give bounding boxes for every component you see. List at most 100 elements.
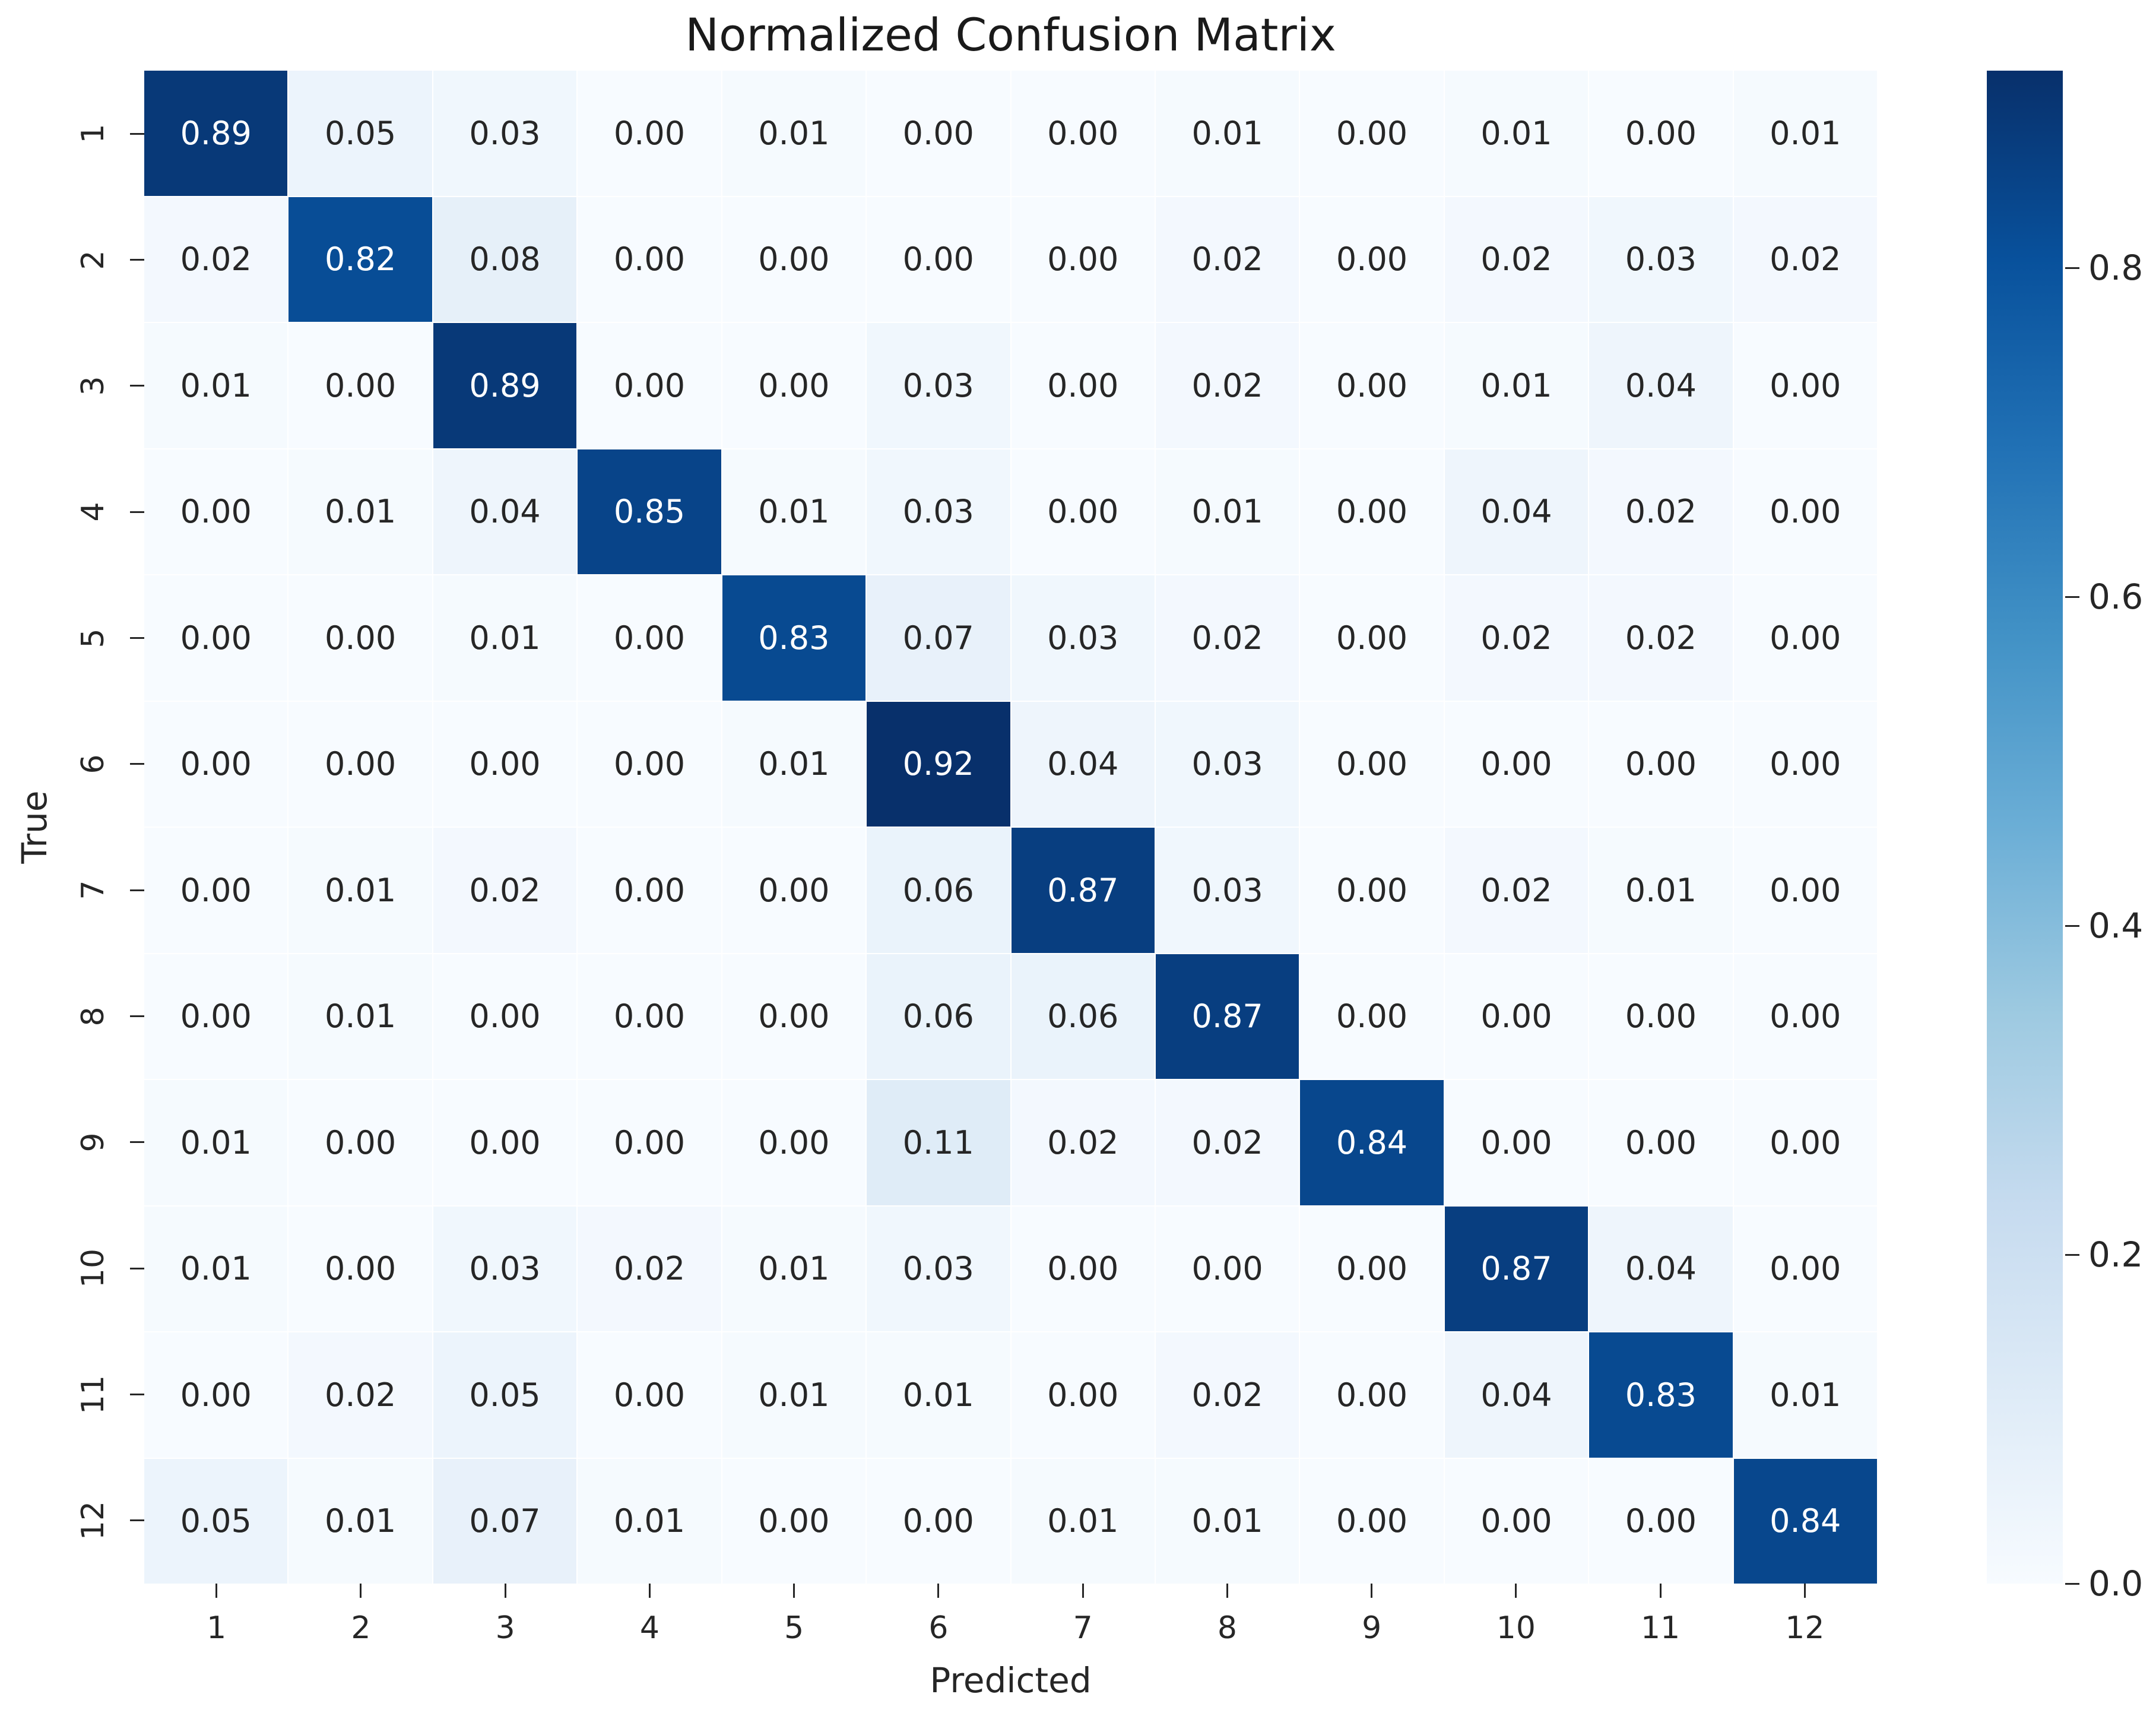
y-tick-mark	[130, 511, 144, 513]
heatmap-cell-r2-c12: 0.02	[1733, 197, 1877, 322]
colorbar-tick-mark	[2065, 267, 2079, 269]
heatmap-cell-r4-c12: 0.00	[1733, 449, 1877, 574]
heatmap-cell-r9-c3: 0.00	[433, 1080, 577, 1205]
heatmap-cell-r3-c8: 0.02	[1155, 323, 1299, 448]
heatmap-cell-r11-c1: 0.00	[144, 1332, 288, 1458]
y-axis-label: True	[14, 790, 55, 864]
heatmap-cell-r9-c4: 0.00	[578, 1080, 721, 1205]
x-tick-mark	[937, 1584, 940, 1598]
heatmap-cell-r6-c1: 0.00	[144, 701, 288, 827]
x-tick-mark	[360, 1584, 362, 1598]
x-tick-mark	[215, 1584, 218, 1598]
heatmap-cell-r1-c2: 0.05	[288, 71, 432, 196]
y-tick-label-11: 11	[75, 1375, 111, 1414]
heatmap-cell-r9-c1: 0.01	[144, 1080, 288, 1205]
heatmap-cell-r11-c4: 0.00	[578, 1332, 721, 1458]
heatmap-cell-r9-c10: 0.00	[1444, 1080, 1589, 1205]
heatmap-cell-r1-c12: 0.01	[1733, 71, 1877, 196]
x-tick-label-7: 7	[1073, 1610, 1093, 1646]
heatmap-cell-r5-c2: 0.00	[288, 575, 432, 701]
heatmap-cell-r8-c7: 0.06	[1011, 954, 1155, 1079]
heatmap-cell-r2-c8: 0.02	[1155, 197, 1299, 322]
y-tick-mark	[130, 1519, 144, 1522]
heatmap-cell-r2-c6: 0.00	[867, 197, 1010, 322]
heatmap-cell-r6-c6: 0.92	[867, 701, 1010, 827]
x-tick-mark	[793, 1584, 795, 1598]
heatmap-cell-r6-c10: 0.00	[1444, 701, 1589, 827]
y-tick-label-9: 9	[75, 1132, 111, 1152]
heatmap-cell-r12-c12: 0.84	[1733, 1458, 1877, 1584]
heatmap-cell-r10-c2: 0.00	[288, 1206, 432, 1331]
heatmap-cell-r3-c6: 0.03	[867, 323, 1010, 448]
heatmap-cell-r7-c11: 0.01	[1589, 828, 1733, 953]
heatmap-cell-r10-c4: 0.02	[578, 1206, 721, 1331]
heatmap-cell-r8-c11: 0.00	[1589, 954, 1733, 1079]
y-tick-mark	[130, 259, 144, 261]
x-tick-mark	[1082, 1584, 1084, 1598]
heatmap-cell-r3-c7: 0.00	[1011, 323, 1155, 448]
heatmap-cell-r7-c4: 0.00	[578, 828, 721, 953]
heatmap-cell-r11-c12: 0.01	[1733, 1332, 1877, 1458]
heatmap-cell-r5-c3: 0.01	[433, 575, 577, 701]
heatmap-cell-r12-c1: 0.05	[144, 1458, 288, 1584]
heatmap-cell-r5-c12: 0.00	[1733, 575, 1877, 701]
colorbar-tick-label-0.2: 0.2	[2088, 1234, 2144, 1275]
heatmap-cell-r5-c7: 0.03	[1011, 575, 1155, 701]
heatmap-cell-r8-c1: 0.00	[144, 954, 288, 1079]
heatmap-cell-r6-c4: 0.00	[578, 701, 721, 827]
heatmap-cell-r11-c10: 0.04	[1444, 1332, 1589, 1458]
x-tick-mark	[1515, 1584, 1517, 1598]
colorbar-tick-label-0.4: 0.4	[2088, 905, 2144, 946]
heatmap-cell-r6-c2: 0.00	[288, 701, 432, 827]
heatmap-cell-r12-c6: 0.00	[867, 1458, 1010, 1584]
heatmap-cell-r3-c5: 0.00	[722, 323, 866, 448]
heatmap-cell-r3-c12: 0.00	[1733, 323, 1877, 448]
y-tick-mark	[130, 132, 144, 135]
y-tick-label-5: 5	[75, 628, 111, 648]
y-tick-mark	[130, 889, 144, 891]
heatmap-cell-r8-c2: 0.01	[288, 954, 432, 1079]
heatmap-cell-r11-c8: 0.02	[1155, 1332, 1299, 1458]
y-tick-label-1: 1	[75, 124, 111, 144]
heatmap-cell-r2-c5: 0.00	[722, 197, 866, 322]
heatmap-cell-r4-c4: 0.85	[578, 449, 721, 574]
heatmap-cell-r12-c2: 0.01	[288, 1458, 432, 1584]
y-tick-label-3: 3	[75, 376, 111, 396]
x-tick-mark	[1371, 1584, 1373, 1598]
y-tick-label-2: 2	[75, 249, 111, 270]
heatmap-cell-r4-c1: 0.00	[144, 449, 288, 574]
heatmap-cell-r9-c6: 0.11	[867, 1080, 1010, 1205]
heatmap-cell-r6-c11: 0.00	[1589, 701, 1733, 827]
heatmap-cell-r8-c9: 0.00	[1300, 954, 1444, 1079]
heatmap-cell-r12-c11: 0.00	[1589, 1458, 1733, 1584]
heatmap-cell-r4-c2: 0.01	[288, 449, 432, 574]
heatmap-cell-r1-c3: 0.03	[433, 71, 577, 196]
chart-title: Normalized Confusion Matrix	[685, 8, 1336, 61]
heatmap-cell-r10-c5: 0.01	[722, 1206, 866, 1331]
heatmap-cell-r5-c11: 0.02	[1589, 575, 1733, 701]
heatmap-cell-r6-c5: 0.01	[722, 701, 866, 827]
heatmap-cell-r11-c3: 0.05	[433, 1332, 577, 1458]
heatmap-cell-r4-c5: 0.01	[722, 449, 866, 574]
x-tick-label-2: 2	[351, 1610, 371, 1646]
heatmap-cell-r3-c4: 0.00	[578, 323, 721, 448]
x-axis-label: Predicted	[930, 1660, 1092, 1701]
heatmap-cell-r10-c7: 0.00	[1011, 1206, 1155, 1331]
x-tick-label-3: 3	[495, 1610, 515, 1646]
heatmap-cell-r10-c10: 0.87	[1444, 1206, 1589, 1331]
heatmap-cell-r3-c11: 0.04	[1589, 323, 1733, 448]
x-tick-label-8: 8	[1217, 1610, 1237, 1646]
heatmap-cell-r1-c6: 0.00	[867, 71, 1010, 196]
heatmap-cell-r3-c10: 0.01	[1444, 323, 1589, 448]
heatmap-cell-r3-c9: 0.00	[1300, 323, 1444, 448]
heatmap-cell-r12-c5: 0.00	[722, 1458, 866, 1584]
heatmap-cell-r3-c3: 0.89	[433, 323, 577, 448]
heatmap-cell-r9-c2: 0.00	[288, 1080, 432, 1205]
x-tick-label-12: 12	[1785, 1610, 1825, 1646]
heatmap-cell-r5-c6: 0.07	[867, 575, 1010, 701]
heatmap-cell-r12-c4: 0.01	[578, 1458, 721, 1584]
x-tick-label-5: 5	[784, 1610, 804, 1646]
heatmap-cell-r9-c5: 0.00	[722, 1080, 866, 1205]
heatmap-cell-r8-c10: 0.00	[1444, 954, 1589, 1079]
